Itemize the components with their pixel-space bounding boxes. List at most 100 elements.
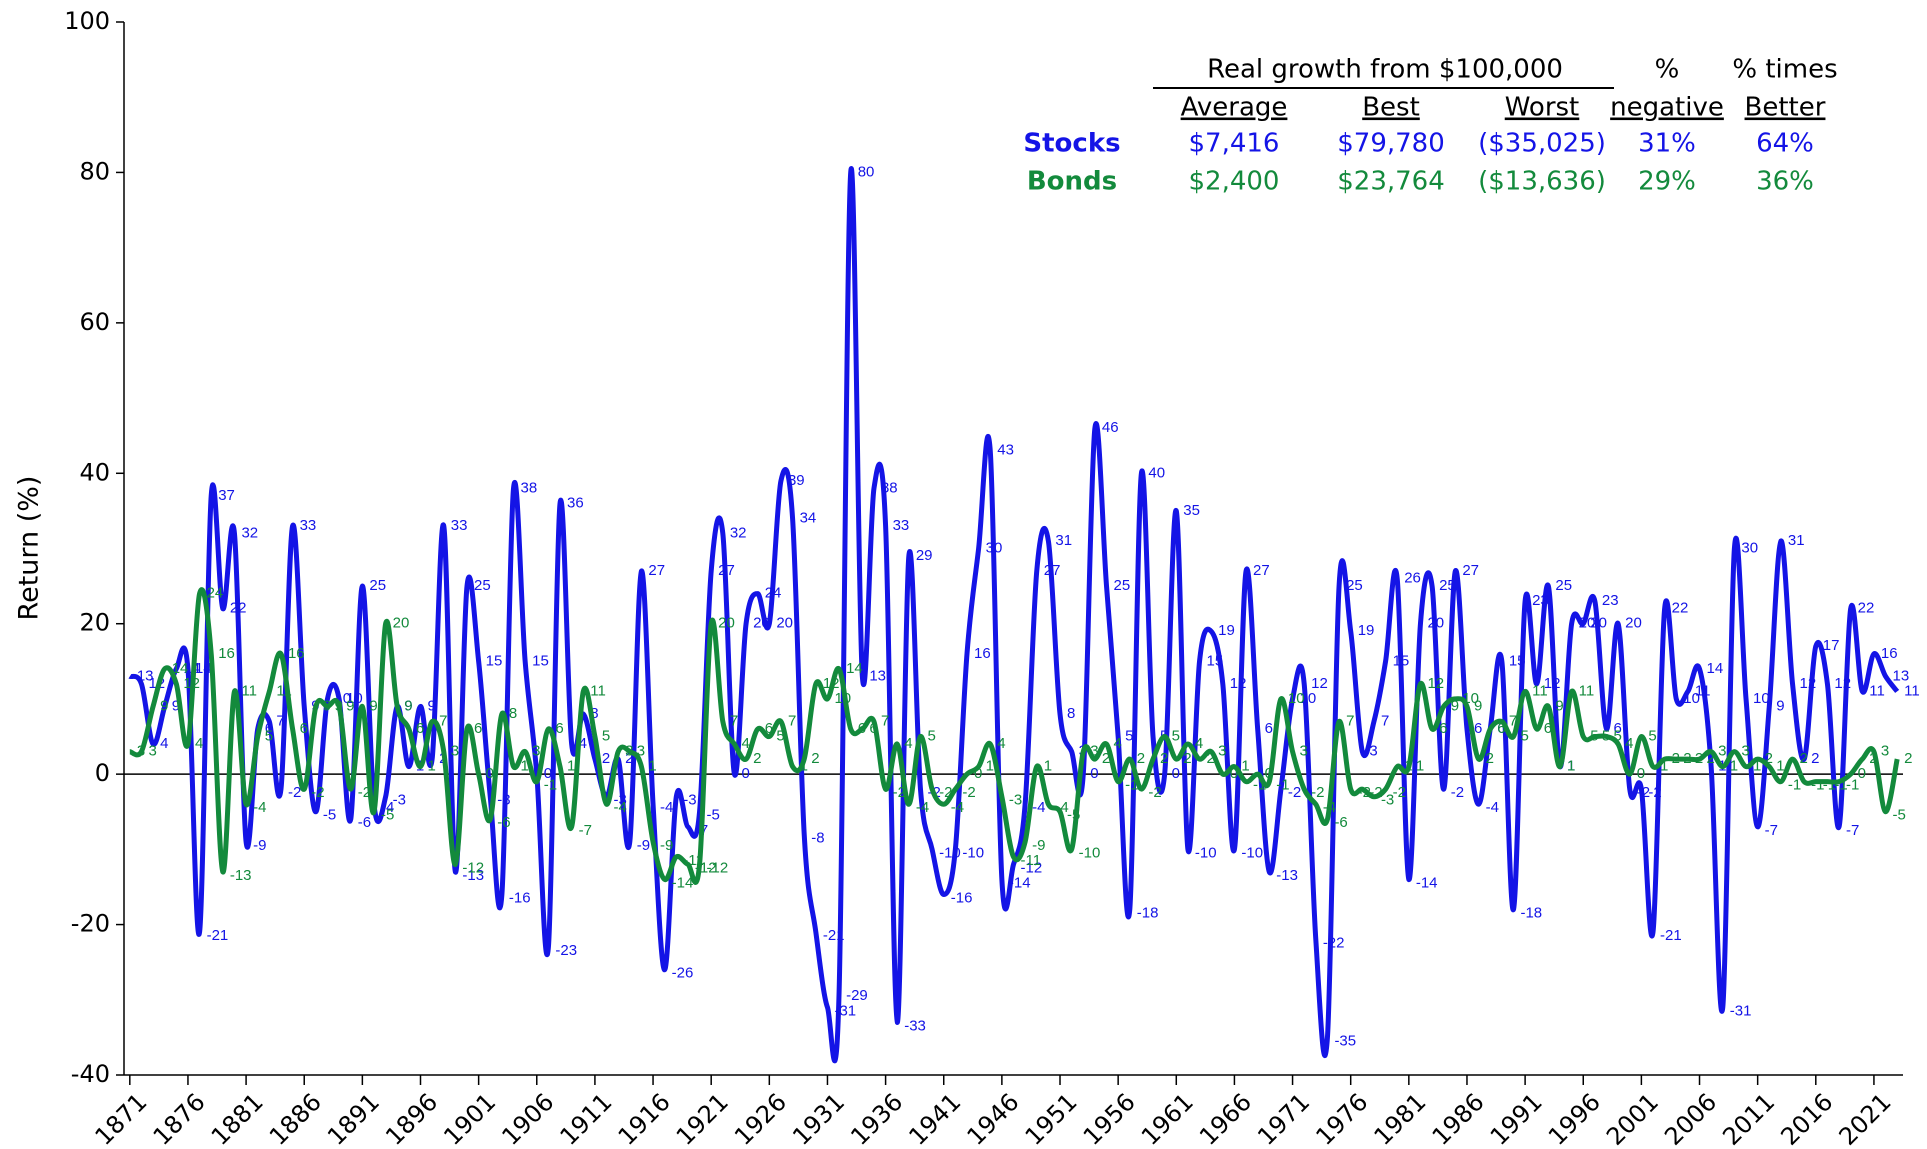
- table-top-header: % times: [1732, 55, 1837, 85]
- data-label: 46: [1102, 419, 1119, 436]
- y-tick-label: 0: [95, 759, 110, 787]
- data-label: 2: [1102, 750, 1110, 767]
- data-label: 39: [788, 472, 805, 489]
- data-label: 4: [579, 735, 587, 752]
- data-label: 4: [160, 735, 168, 752]
- data-label: 4: [1114, 735, 1122, 752]
- data-label: -16: [951, 889, 973, 906]
- data-label: 6: [1497, 720, 1505, 737]
- data-label: 20: [1427, 615, 1444, 632]
- data-label: 14: [195, 660, 212, 677]
- data-label: -3: [1009, 792, 1022, 809]
- data-label: 12: [1800, 675, 1817, 692]
- data-label: -4: [1032, 799, 1045, 816]
- data-label: -4: [1055, 799, 1068, 816]
- table-column-header: Worst: [1505, 93, 1580, 123]
- data-label: 4: [741, 735, 749, 752]
- data-label: -2: [962, 784, 975, 801]
- data-label: 5: [1648, 728, 1656, 745]
- data-label: 1: [1567, 758, 1575, 775]
- data-label: 9: [1451, 697, 1459, 714]
- data-label: -1: [1846, 777, 1859, 794]
- data-label: 6: [1497, 720, 1505, 737]
- data-label: 3: [148, 743, 156, 760]
- data-label: 10: [346, 690, 363, 707]
- y-tick-label: 20: [79, 609, 110, 637]
- data-label: 26: [1404, 570, 1421, 587]
- data-label: 16: [218, 645, 235, 662]
- data-label: -3: [683, 792, 696, 809]
- data-label: 2: [1683, 750, 1691, 767]
- data-label: 7: [1346, 712, 1354, 729]
- data-label: 9: [160, 697, 168, 714]
- data-label: 1: [1567, 758, 1575, 775]
- data-label: 2: [602, 750, 610, 767]
- data-label: 6: [1474, 720, 1482, 737]
- data-label: 24: [207, 585, 224, 602]
- data-label: -12: [707, 859, 729, 876]
- data-label: 20: [1625, 615, 1642, 632]
- data-label: 17: [1823, 637, 1840, 654]
- data-label: -10: [1241, 844, 1263, 861]
- data-label: 6: [265, 720, 273, 737]
- data-label: -13: [230, 867, 252, 884]
- data-label: 43: [997, 442, 1014, 459]
- data-label: -1: [1276, 777, 1289, 794]
- data-label: -14: [1416, 874, 1438, 891]
- data-label: 5: [1590, 728, 1598, 745]
- data-label: 34: [800, 509, 817, 526]
- data-label: 11: [276, 682, 292, 699]
- data-label: 5: [1602, 728, 1610, 745]
- data-label: 5: [927, 728, 935, 745]
- data-label: 9: [334, 697, 342, 714]
- data-label: 33: [451, 517, 468, 534]
- data-label: 38: [521, 479, 538, 496]
- data-label: -4: [1323, 799, 1336, 816]
- data-label: 15: [1393, 652, 1410, 669]
- data-label: 5: [1614, 728, 1622, 745]
- data-label: 11: [1579, 682, 1595, 699]
- table-cell: $7,416: [1189, 129, 1280, 159]
- data-label: 80: [858, 163, 875, 180]
- data-label: -9: [253, 837, 266, 854]
- table-cell: 29%: [1638, 167, 1696, 197]
- data-label: 1: [521, 758, 529, 775]
- data-label: 12: [183, 675, 200, 692]
- data-label: 10: [1300, 690, 1317, 707]
- data-label: 2: [1904, 750, 1912, 767]
- data-label: 2: [1765, 750, 1773, 767]
- data-label: 6: [474, 720, 482, 737]
- data-label: 12: [1311, 675, 1328, 692]
- data-label: 19: [1218, 622, 1235, 639]
- data-label: -13: [1276, 867, 1298, 884]
- data-label: 3: [1090, 743, 1098, 760]
- data-label: 1: [428, 758, 436, 775]
- data-label: 9: [172, 697, 180, 714]
- data-label: -9: [660, 837, 673, 854]
- data-label: 22: [230, 600, 247, 617]
- data-label: -33: [904, 1017, 926, 1034]
- data-label: -7: [1846, 822, 1859, 839]
- y-tick-label: 80: [79, 157, 110, 185]
- data-label: -7: [1765, 822, 1778, 839]
- data-label: 6: [858, 720, 866, 737]
- data-label: -3: [1381, 792, 1394, 809]
- data-label: 2: [1800, 750, 1808, 767]
- data-label: 9: [346, 697, 354, 714]
- table-top-header: %: [1655, 55, 1680, 85]
- table-cell: 64%: [1756, 129, 1814, 159]
- data-label: 7: [1509, 712, 1517, 729]
- data-label: 3: [532, 743, 540, 760]
- data-label: 5: [1125, 728, 1133, 745]
- data-label: -2: [1288, 784, 1301, 801]
- data-label: 9: [428, 697, 436, 714]
- data-label: -4: [916, 799, 929, 816]
- data-label: -4: [614, 799, 627, 816]
- data-label: -21: [823, 927, 845, 944]
- data-label: -2: [1148, 784, 1161, 801]
- data-label: 25: [1114, 577, 1131, 594]
- data-label: 16: [288, 645, 305, 662]
- data-label: 13: [869, 667, 886, 684]
- data-label: 33: [893, 517, 910, 534]
